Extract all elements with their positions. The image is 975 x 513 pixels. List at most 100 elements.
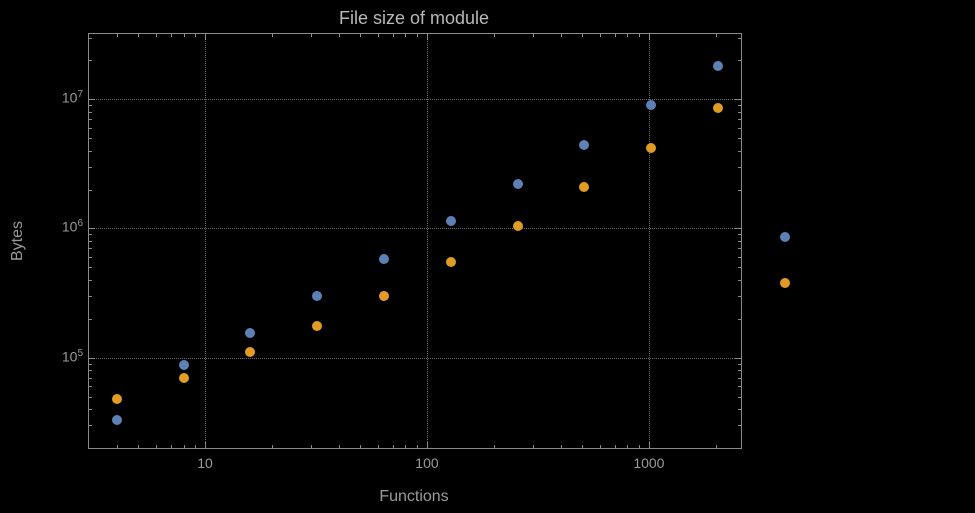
data-point-series-1-blue [378,254,389,265]
y-tick [738,111,741,113]
x-tick-label: 1000 [633,455,665,471]
x-tick [155,34,157,37]
data-point-series-1-blue [312,291,323,302]
y-tick [738,166,741,168]
x-tick [493,445,495,448]
data-point-series-2-orange [245,347,256,358]
y-tick [89,150,92,152]
y-tick [89,138,92,140]
x-tick [194,445,196,448]
data-point-series-2-orange [312,321,323,332]
x-tick [170,445,172,448]
y-tick [89,279,92,281]
x-tick [205,34,207,40]
y-tick [89,127,92,129]
y-tick [738,105,741,107]
x-gridline [648,34,650,448]
x-tick [582,445,584,448]
y-tick [738,37,741,39]
y-tick-label: 107 [61,89,83,106]
y-gridline [89,357,741,359]
x-tick [532,34,534,37]
x-tick [271,445,273,448]
y-tick [738,409,741,411]
y-tick [89,105,92,107]
x-tick [715,34,717,37]
y-tick [738,127,741,129]
x-tick [310,445,312,448]
x-tick [205,442,207,448]
y-tick [89,248,92,250]
y-gridline [89,228,741,230]
x-tick [405,445,407,448]
data-point-series-1-blue [579,140,590,151]
data-point-series-2-orange [111,393,122,404]
y-tick [89,396,92,398]
y-tick [738,386,741,388]
data-point-series-2-orange [378,291,389,302]
y-tick [89,234,92,236]
y-tick [738,425,741,427]
y-tick [89,267,92,269]
data-point-series-2-orange [646,142,657,153]
y-tick [89,386,92,388]
y-tick [738,257,741,259]
y-tick [89,189,92,191]
y-tick [89,409,92,411]
data-point-series-1-blue [512,179,523,190]
x-tick [560,445,562,448]
y-tick [89,357,95,359]
x-tick [138,445,140,448]
y-tick [738,363,741,365]
y-tick [738,248,741,250]
data-point-series-1-blue [646,100,657,111]
x-tick [614,445,616,448]
y-tick [89,370,92,372]
x-tick [183,34,185,37]
data-point-series-2-orange [178,372,189,383]
data-point-series-2-orange [512,220,523,231]
x-tick [638,34,640,37]
x-tick [416,34,418,37]
x-tick [493,34,495,37]
x-tick [183,445,185,448]
y-tick [89,425,92,427]
x-tick [599,34,601,37]
y-tick [738,296,741,298]
y-tick [738,138,741,140]
x-tick [614,34,616,37]
y-tick [738,396,741,398]
x-tick [627,34,629,37]
y-tick [89,296,92,298]
y-tick [89,257,92,259]
x-tick [582,34,584,37]
y-tick [89,318,92,320]
y-tick [738,119,741,121]
y-tick [89,377,92,379]
x-tick [599,445,601,448]
data-point-series-1-blue [178,359,189,370]
data-point-series-1-blue [445,215,456,226]
x-tick [392,445,394,448]
data-point-series-2-orange [445,257,456,268]
y-tick [89,363,92,365]
data-point-series-1-blue [779,231,790,242]
y-tick [738,267,741,269]
x-tick [377,34,379,37]
data-point-series-1-blue [111,414,122,425]
y-tick [738,279,741,281]
x-tick [155,445,157,448]
x-tick [426,442,428,448]
y-tick [735,357,741,359]
x-tick [116,445,118,448]
y-tick [738,189,741,191]
data-point-series-1-blue [245,328,256,339]
x-tick [560,34,562,37]
y-gridline [89,99,741,101]
y-tick [89,111,92,113]
y-tick-label: 106 [61,218,83,236]
x-tick [648,442,650,448]
y-tick [738,377,741,379]
x-tick [360,34,362,37]
